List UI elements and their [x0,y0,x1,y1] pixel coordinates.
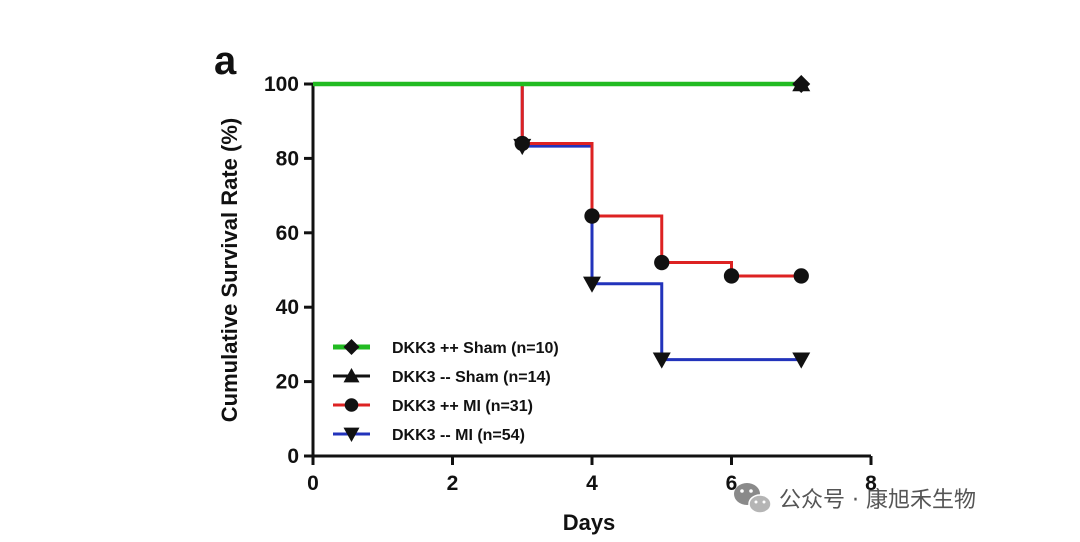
y-tick-label: 0 [287,445,299,468]
data-point-2 [793,268,809,284]
y-tick-label: 80 [276,147,299,170]
legend-marker [343,427,360,442]
data-point-2 [654,254,670,271]
series-markers [513,75,811,369]
data-point-2 [723,268,740,284]
legend-label: DKK3 ++ Sham (n=10) [392,340,559,357]
x-tick-label: 4 [586,472,598,495]
series-line-2 [313,82,802,278]
data-point-2 [514,135,530,152]
x-tick-label: 2 [447,472,459,495]
y-tick-label: 40 [276,296,299,319]
wechat-icon [734,483,772,514]
y-axis-title: Cumulative Survival Rate (%) [217,118,242,422]
legend-label: DKK3 ++ MI (n=31) [392,398,533,415]
data-point-3 [652,352,671,369]
legend-marker [343,339,360,355]
legend-item: DKK3 ++ Sham (n=10) [333,339,559,357]
legend: DKK3 ++ Sham (n=10) DKK3 -- Sham (n=14) DK… [333,339,559,444]
x-tick-label: 0 [307,472,319,495]
data-point-2 [584,208,600,224]
watermark-text: 公众号 · 康旭禾生物 [779,488,976,513]
legend-label: DKK3 -- MI (n=54) [392,427,525,444]
x-tick-label: 6 [726,472,738,495]
legend-marker [343,368,360,383]
y-tick-label: 60 [276,222,299,245]
x-axis-title: Days [563,510,616,535]
legend-item: DKK3 -- Sham (n=14) [333,368,551,386]
legend-marker [344,398,359,412]
y-tick-label: 100 [264,73,299,96]
x-ticks: 0 2 4 6 8 [307,456,877,495]
y-ticks: 0 20 40 60 80 100 [264,73,313,468]
legend-label: DKK3 -- Sham (n=14) [392,369,551,386]
series-lines [313,81,802,362]
data-point-3 [792,352,811,369]
x-tick-label: 8 [865,472,877,495]
watermark: 公众号 · 康旭禾生物 [734,483,976,514]
legend-item: DKK3 ++ MI (n=31) [333,398,533,415]
panel-label: a [214,39,237,83]
series-line-3 [313,82,802,362]
y-tick-label: 20 [276,371,299,394]
data-point-0 [792,75,811,93]
data-point-3 [583,276,601,293]
legend-item: DKK3 -- MI (n=54) [333,427,525,444]
